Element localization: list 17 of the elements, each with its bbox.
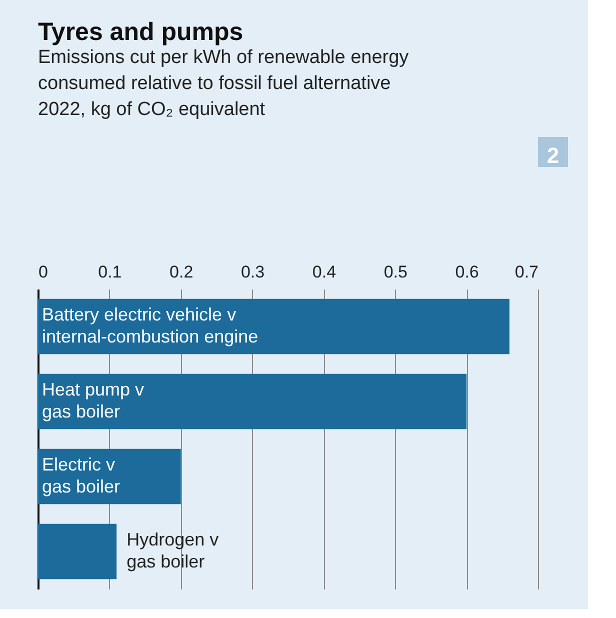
y-tick-label: Heat pump v gas boiler <box>42 380 144 422</box>
text: 2 <box>546 143 560 168</box>
x-tick-label: 0.5 <box>384 262 408 282</box>
x-tick-label: 0.4 <box>312 262 336 282</box>
x-tick-label: 0.6 <box>455 262 479 282</box>
y-tick-label: Hydrogen v gas boiler <box>126 530 219 572</box>
text: Emissions cut per kWh of renewable energy <box>38 47 409 68</box>
x-tick-label: 0.1 <box>98 262 122 282</box>
x-tick-label: 0 <box>38 262 48 282</box>
y-tick-label: Electric v gas boiler <box>42 454 120 496</box>
text: 2022, kg of CO₂ equivalent <box>38 99 266 120</box>
y-tick-label: Battery electric vehicle v internal-combustion engine <box>42 304 258 346</box>
chart-title: Tyres and pumps <box>38 18 244 46</box>
x-tick-label: 0.2 <box>170 262 194 282</box>
x-tick-label: 0.7 <box>514 262 538 282</box>
x-tick-label: 0.3 <box>240 262 265 282</box>
text: consumed relative to fossil fuel alternative <box>38 73 391 94</box>
